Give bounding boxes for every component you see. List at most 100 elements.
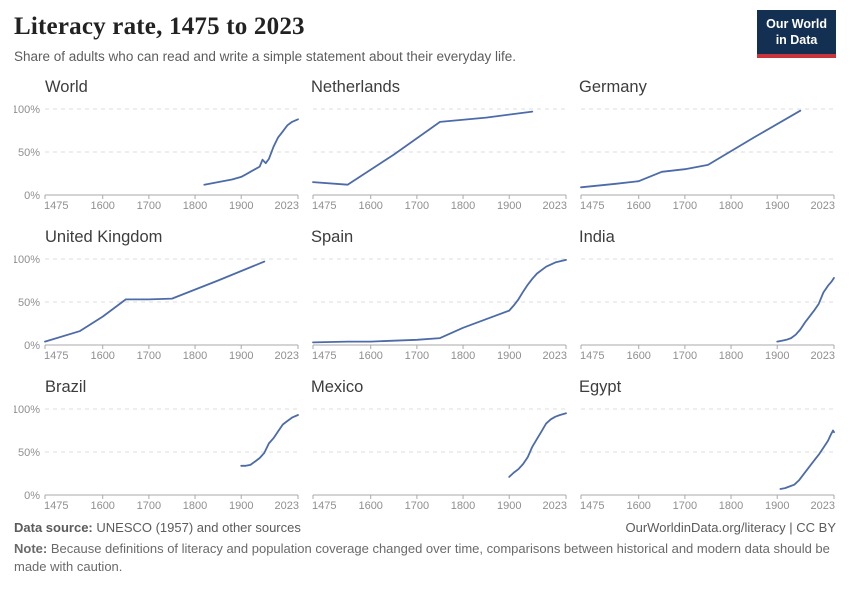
note-text: Because definitions of literacy and popu… [14, 541, 830, 574]
facet-chart[interactable]: 1475 1600 1700 1800 1900 2023 0% 50% 100% [14, 250, 300, 366]
x-tick-label: 1475 [312, 350, 336, 362]
x-tick-label: 1600 [90, 200, 114, 212]
x-tick-label: 2023 [275, 200, 299, 212]
x-tick-label: 1475 [44, 350, 68, 362]
data-line [203, 118, 299, 186]
facet-title: India [579, 228, 615, 246]
facet-netherlands: Netherlands 1475 1600 1700 1800 1900 2023 [311, 78, 568, 216]
x-tick-label: 1900 [229, 200, 253, 212]
x-tick-label: 1900 [497, 500, 521, 512]
x-tick-label: 1600 [358, 350, 382, 362]
owid-logo-line2: in Data [775, 33, 818, 48]
x-tick-label: 1475 [312, 200, 336, 212]
facet-chart[interactable]: 1475 1600 1700 1800 1900 2023 [311, 100, 568, 216]
x-tick-label: 2023 [275, 500, 299, 512]
x-tick-label: 1600 [626, 500, 650, 512]
facet-mexico: Mexico 1475 1600 1700 1800 1900 2023 [311, 378, 568, 516]
x-tick-label: 1900 [765, 350, 789, 362]
x-tick-label: 1800 [719, 350, 743, 362]
x-tick-label: 1800 [183, 350, 207, 362]
facet-brazil: Brazil 1475 1600 1700 1800 1900 2023 0% 50% 100% [14, 378, 300, 516]
x-tick-label: 1700 [405, 200, 429, 212]
facet-chart[interactable]: 1475 1600 1700 1800 1900 2023 [579, 250, 836, 366]
x-tick-label: 1700 [137, 200, 161, 212]
x-tick-label: 1475 [44, 500, 68, 512]
y-tick-label: 0% [24, 340, 40, 352]
x-tick-label: 1700 [137, 350, 161, 362]
facet-chart[interactable]: 1475 1600 1700 1800 1900 2023 [311, 400, 568, 516]
x-tick-label: 1600 [90, 500, 114, 512]
x-tick-label: 1700 [673, 500, 697, 512]
x-tick-label: 1475 [580, 350, 604, 362]
x-tick-label: 1900 [229, 350, 253, 362]
facet-chart[interactable]: 1475 1600 1700 1800 1900 2023 0% 50% 100% [14, 100, 300, 216]
chart-note: Note: Because definitions of literacy an… [14, 540, 836, 576]
x-tick-label: 1700 [405, 500, 429, 512]
y-tick-label: 100% [14, 104, 40, 116]
x-tick-label: 1900 [497, 200, 521, 212]
note-label: Note: [14, 541, 48, 556]
facet-title: World [45, 78, 88, 96]
x-tick-label: 1600 [90, 350, 114, 362]
y-tick-label: 0% [24, 490, 40, 502]
facet-egypt: Egypt 1475 1600 1700 1800 1900 2023 [579, 378, 836, 516]
x-tick-label: 1700 [405, 350, 429, 362]
facet-chart[interactable]: 1475 1600 1700 1800 1900 2023 [579, 100, 836, 216]
facet-title: Egypt [579, 378, 622, 396]
page-title: Literacy rate, 1475 to 2023 [14, 13, 305, 40]
chart-header: Literacy rate, 1475 to 2023 Share of adu… [14, 0, 836, 64]
x-tick-label: 1900 [765, 500, 789, 512]
y-tick-label: 50% [18, 147, 40, 159]
data-source-label: Data source: [14, 520, 93, 535]
x-tick-label: 1800 [183, 200, 207, 212]
data-source: Data source: UNESCO (1957) and other sou… [14, 520, 301, 535]
y-tick-label: 100% [14, 404, 40, 416]
chart-footer: Data source: UNESCO (1957) and other sou… [14, 520, 836, 576]
x-tick-label: 1700 [137, 500, 161, 512]
y-tick-label: 50% [18, 447, 40, 459]
data-line [779, 429, 835, 490]
x-tick-label: 1800 [451, 200, 475, 212]
x-tick-label: 1600 [626, 200, 650, 212]
y-tick-label: 100% [14, 254, 40, 266]
data-line [580, 109, 802, 189]
data-line [44, 260, 266, 343]
data-line [508, 412, 567, 478]
x-tick-label: 2023 [811, 200, 835, 212]
x-tick-label: 2023 [811, 500, 835, 512]
facet-world: World 1475 1600 1700 1800 1900 2023 0% 50% 100% [14, 78, 300, 216]
x-tick-label: 1600 [626, 350, 650, 362]
x-tick-label: 1800 [183, 500, 207, 512]
x-tick-label: 2023 [275, 350, 299, 362]
facets-grid: World 1475 1600 1700 1800 1900 2023 0% 50% 100% Ne… [14, 78, 836, 516]
chart-subtitle: Share of adults who can read and write a… [14, 49, 517, 64]
facet-title: Spain [311, 228, 354, 246]
x-tick-label: 1800 [451, 350, 475, 362]
x-tick-label: 1475 [580, 500, 604, 512]
x-tick-label: 1600 [358, 200, 382, 212]
owid-logo-line1: Our World [766, 17, 827, 31]
x-tick-label: 2023 [543, 200, 567, 212]
facet-germany: Germany 1475 1600 1700 1800 1900 2023 [579, 78, 836, 216]
x-tick-label: 1800 [719, 200, 743, 212]
attribution-link[interactable]: OurWorldinData.org/literacy | CC BY [625, 520, 836, 535]
x-tick-label: 1800 [451, 500, 475, 512]
x-tick-label: 2023 [543, 500, 567, 512]
facet-title: Brazil [45, 378, 87, 396]
x-tick-label: 1900 [497, 350, 521, 362]
x-tick-label: 1475 [312, 500, 336, 512]
x-tick-label: 1800 [719, 500, 743, 512]
x-tick-label: 1700 [673, 350, 697, 362]
facet-india: India 1475 1600 1700 1800 1900 2023 [579, 228, 836, 366]
x-tick-label: 1700 [673, 200, 697, 212]
data-line [240, 414, 299, 467]
x-tick-label: 1475 [580, 200, 604, 212]
owid-logo[interactable]: Our World in Data [757, 10, 836, 58]
facet-united-kingdom: United Kingdom 1475 1600 1700 1800 1900 2023 0%… [14, 228, 300, 366]
facet-chart[interactable]: 1475 1600 1700 1800 1900 2023 [311, 250, 568, 366]
facet-chart[interactable]: 1475 1600 1700 1800 1900 2023 0% 50% 100% [14, 400, 300, 516]
data-line [776, 277, 835, 343]
x-tick-label: 1900 [229, 500, 253, 512]
facet-title: Netherlands [311, 78, 400, 96]
facet-chart[interactable]: 1475 1600 1700 1800 1900 2023 [579, 400, 836, 516]
